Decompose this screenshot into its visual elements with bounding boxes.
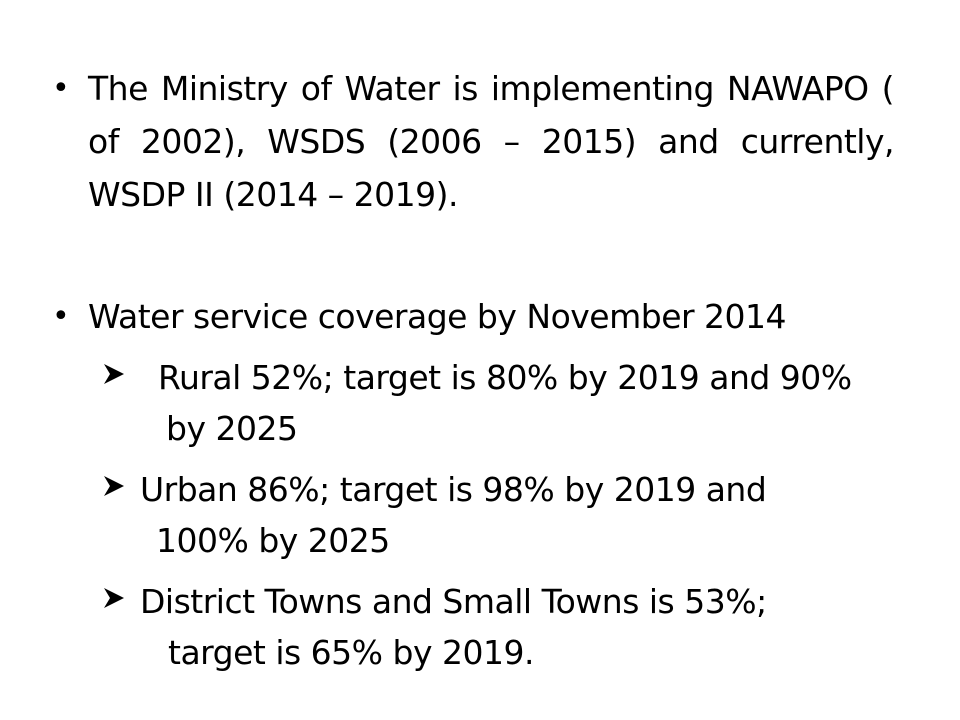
subitem-urban-line2: 100% by 2025 — [156, 521, 390, 560]
subitem-urban-line1: Urban 86%; target is 98% by 2019 and — [140, 470, 767, 509]
arrowhead-icon — [104, 476, 124, 496]
subitem-district-line1: District Towns and Small Towns is 53%; — [140, 582, 767, 621]
subitem-rural-line2: by 2025 — [166, 409, 298, 448]
bullet-dot: • — [52, 299, 70, 334]
arrowhead-icon — [104, 588, 124, 608]
bullet-text-coverage: Water service coverage by November 2014 — [88, 297, 787, 336]
arrowhead-icon — [104, 364, 124, 384]
subitem-rural-line1: Rural 52%; target is 80% by 2019 and 90% — [158, 358, 852, 397]
bullet-text-ministry: The Ministry of Water is implementing NA… — [88, 69, 895, 214]
bullet-dot: • — [52, 71, 70, 106]
subitem-district-line2: target is 65% by 2019. — [168, 633, 534, 672]
